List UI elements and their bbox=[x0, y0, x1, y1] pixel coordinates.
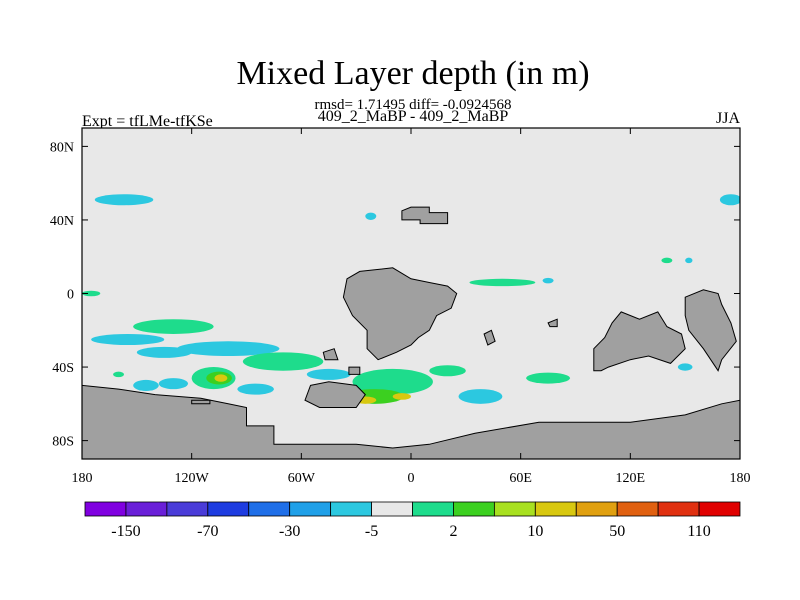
y-tick-label: 0 bbox=[67, 288, 74, 303]
season-label: JJA bbox=[716, 110, 740, 127]
colorbar-label: 2 bbox=[449, 523, 457, 540]
colorbar-swatch bbox=[698, 501, 741, 517]
x-tick-label: 60E bbox=[509, 471, 532, 486]
colorbar-label: -30 bbox=[279, 523, 300, 540]
anomaly-patch bbox=[661, 257, 673, 264]
anomaly-patch bbox=[352, 368, 433, 395]
runs-subtitle: 409_2_MaBP - 409_2_MaBP bbox=[318, 108, 509, 125]
anomaly-patch bbox=[392, 393, 411, 400]
colorbar-swatch bbox=[371, 501, 413, 517]
land-region bbox=[342, 267, 458, 361]
y-tick-label: 80N bbox=[50, 140, 74, 155]
land-region bbox=[684, 289, 737, 372]
colorbar-swatch bbox=[207, 501, 250, 517]
colorbar-swatch bbox=[575, 501, 618, 517]
colorbar-swatch bbox=[493, 501, 536, 517]
y-axis: 80N 40N 0 40S 80S bbox=[50, 140, 740, 450]
anomaly-patch bbox=[242, 352, 324, 371]
colorbar-swatch bbox=[657, 501, 700, 517]
x-axis: 180 120W 60W 0 60E 120E 180 bbox=[72, 128, 751, 486]
chart-title: Mixed Layer depth (in m) bbox=[236, 55, 589, 92]
colorbar-swatch bbox=[125, 501, 168, 517]
land-region bbox=[593, 311, 686, 372]
colorbar-label: 110 bbox=[687, 523, 710, 540]
anomaly-patch bbox=[458, 389, 503, 404]
x-tick-label: 180 bbox=[72, 471, 93, 486]
colorbar-label: -150 bbox=[111, 523, 140, 540]
map-content bbox=[82, 194, 740, 459]
anomaly-patch bbox=[133, 379, 159, 391]
anomaly-patch bbox=[214, 374, 228, 382]
x-tick-label: 180 bbox=[730, 471, 751, 486]
anomaly-patch bbox=[719, 194, 740, 206]
colorbar-label: 50 bbox=[609, 523, 625, 540]
colorbar-label: -70 bbox=[197, 523, 218, 540]
y-tick-label: 40N bbox=[50, 214, 74, 229]
colorbar-swatch bbox=[166, 501, 209, 517]
colorbar-swatch bbox=[616, 501, 659, 517]
land-region bbox=[483, 329, 496, 346]
colorbar-swatch bbox=[453, 501, 495, 517]
experiment-label: Expt = tfLMe-tfKSe bbox=[82, 113, 213, 130]
colorbar: -150 -70 -30 -5 2 10 50 110 bbox=[84, 501, 741, 540]
anomaly-patch bbox=[429, 365, 466, 377]
anomaly-patch bbox=[237, 383, 274, 395]
land-region bbox=[348, 366, 361, 375]
land-region bbox=[401, 206, 449, 225]
anomaly-patch bbox=[91, 333, 165, 345]
anomaly-patch bbox=[306, 368, 351, 380]
anomaly-patch bbox=[365, 212, 377, 220]
anomaly-patch bbox=[133, 319, 214, 334]
y-tick-label: 40S bbox=[52, 361, 74, 376]
colorbar-swatch bbox=[289, 501, 332, 517]
anomaly-patch bbox=[685, 257, 693, 264]
anomaly-patch bbox=[82, 290, 101, 297]
colorbar-swatch bbox=[84, 501, 127, 517]
land-region bbox=[191, 399, 211, 405]
anomaly-patch bbox=[113, 371, 125, 378]
anomaly-patch bbox=[177, 341, 280, 357]
land-region bbox=[304, 381, 366, 408]
anomaly-patch bbox=[677, 363, 693, 371]
x-tick-label: 120W bbox=[175, 471, 210, 486]
land-region bbox=[82, 384, 740, 459]
y-tick-label: 80S bbox=[52, 435, 74, 450]
land-region bbox=[322, 348, 339, 361]
colorbar-swatch bbox=[534, 501, 577, 517]
colorbar-label: -5 bbox=[365, 523, 378, 540]
stats-subtitle: rmsd= 1.71495 diff= -0.0924568 bbox=[314, 97, 511, 113]
anomaly-patch bbox=[136, 346, 192, 358]
land-region bbox=[547, 318, 558, 328]
anomaly-patch bbox=[542, 277, 554, 284]
x-tick-label: 60W bbox=[288, 471, 316, 486]
x-tick-label: 120E bbox=[616, 471, 646, 486]
colorbar-swatch bbox=[248, 501, 291, 517]
x-tick-label: 0 bbox=[408, 471, 415, 486]
anomaly-patch bbox=[526, 372, 571, 384]
colorbar-label: 10 bbox=[527, 523, 543, 540]
colorbar-swatch bbox=[412, 501, 454, 517]
colorbar-swatch bbox=[330, 501, 372, 517]
anomaly-patch bbox=[469, 278, 536, 287]
land-layer bbox=[82, 206, 740, 459]
anomaly-patch bbox=[158, 378, 189, 390]
anomaly-patch bbox=[94, 194, 154, 206]
